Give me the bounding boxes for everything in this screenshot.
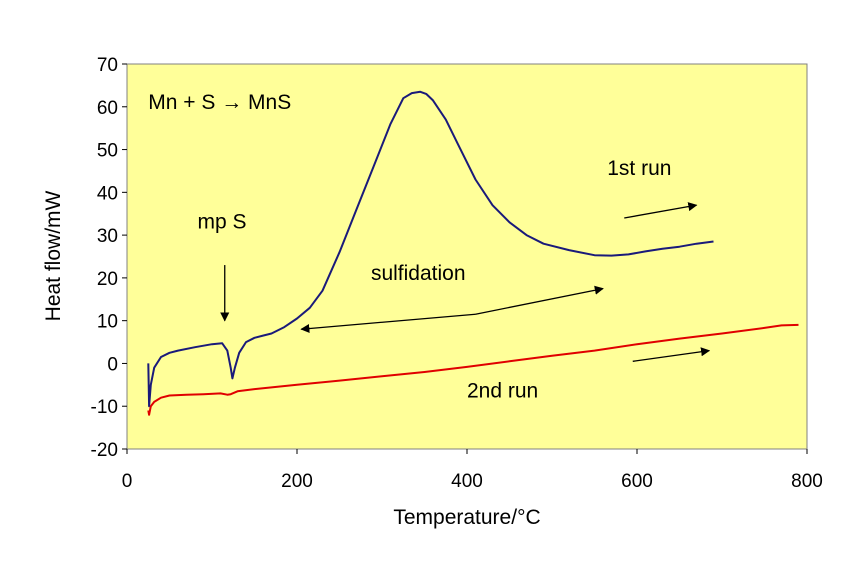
- x-tick-label: 600: [621, 471, 653, 492]
- y-tick-label: 0: [107, 354, 118, 375]
- y-tick-label: -20: [91, 440, 118, 461]
- annotation-label: 2nd run: [467, 380, 538, 403]
- y-axis-title: Heat flow/mW: [42, 190, 65, 321]
- y-tick-label: 10: [97, 312, 118, 333]
- series-line-1: [147, 90, 714, 408]
- sulfidation-arrow-right: [475, 285, 604, 315]
- annotation-label: mp S: [198, 211, 247, 234]
- series-layer: [147, 90, 799, 416]
- x-tick-label: 400: [451, 471, 483, 492]
- y-axis-ticks: -20 -10 0 10 20 30 40 50 60 70: [91, 55, 127, 461]
- sulfidation-arrow-left: [300, 313, 476, 334]
- x-tick-label: 200: [281, 471, 313, 492]
- y-tick-label: 70: [97, 55, 118, 76]
- y-tick-label: -10: [91, 397, 118, 418]
- first-run-arrow: [624, 202, 698, 219]
- annotation-label: Mn + S → MnS: [148, 91, 291, 114]
- arrow-layer: [220, 202, 711, 362]
- x-tick-label: 800: [791, 471, 823, 492]
- x-tick-label: 0: [122, 471, 133, 492]
- series-line-2: [147, 323, 799, 416]
- y-tick-label: 60: [97, 98, 118, 119]
- y-tick-label: 50: [97, 141, 118, 162]
- y-tick-label: 30: [97, 226, 118, 247]
- plot-area: [126, 63, 808, 450]
- annotation-label: 1st run: [607, 157, 671, 180]
- x-axis-ticks: 0 200 400 600 800: [122, 449, 823, 492]
- annotation-layer: Mn + S → MnS mp S 1st run sulfidation 2nd ru…: [148, 91, 671, 403]
- y-tick-label: 40: [97, 183, 118, 204]
- y-tick-label: 20: [97, 269, 118, 290]
- second-run-arrow: [632, 347, 711, 362]
- annotation-label: sulfidation: [371, 262, 466, 285]
- x-axis-title: Temperature/°C: [393, 506, 540, 529]
